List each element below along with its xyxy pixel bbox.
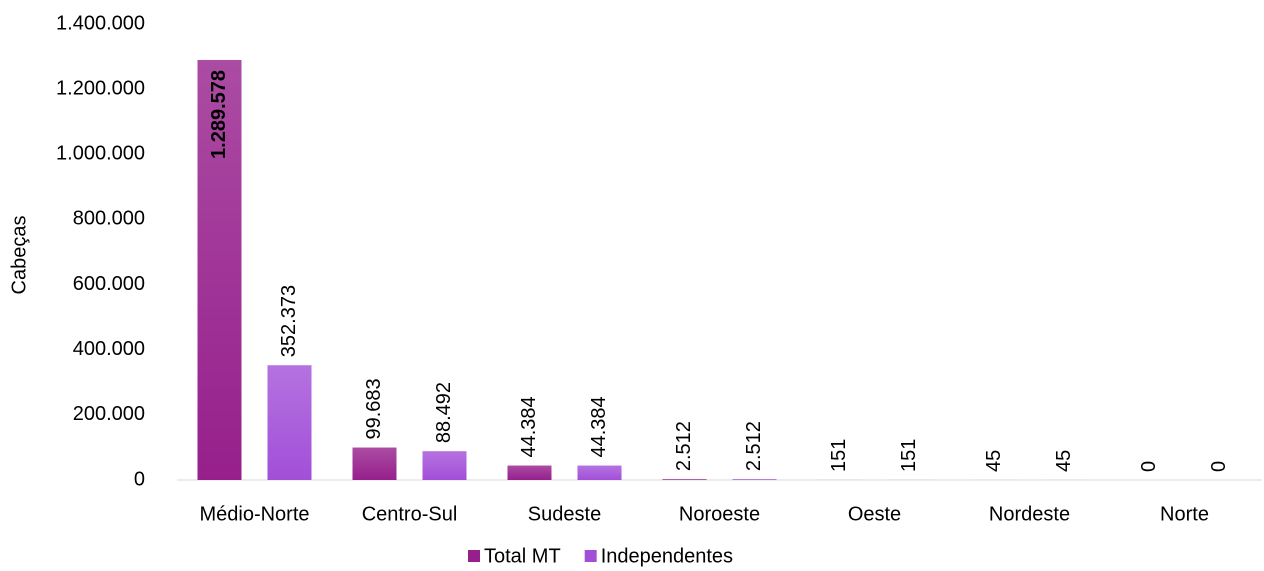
bar bbox=[732, 479, 777, 480]
y-tick-label: 1.000.000 bbox=[56, 143, 145, 165]
bar bbox=[422, 451, 467, 480]
x-tick-label: Noroeste bbox=[679, 503, 760, 525]
legend-label: Independentes bbox=[601, 545, 733, 567]
data-label: 151 bbox=[828, 439, 850, 472]
data-label: 45 bbox=[1053, 450, 1075, 472]
y-tick-label: 200.000 bbox=[73, 403, 145, 425]
data-label: 2.512 bbox=[743, 421, 765, 471]
y-tick-label: 400.000 bbox=[73, 338, 145, 360]
legend-swatch bbox=[584, 550, 597, 562]
data-label: 0 bbox=[1138, 461, 1160, 472]
data-label: 44.384 bbox=[588, 396, 610, 457]
data-label: 99.683 bbox=[363, 378, 385, 439]
x-tick-label: Médio-Norte bbox=[199, 503, 309, 525]
x-tick-label: Norte bbox=[1160, 503, 1209, 525]
bar bbox=[197, 59, 242, 480]
y-tick-label: 0 bbox=[134, 468, 145, 490]
x-tick-label: Centro-Sul bbox=[362, 503, 458, 525]
y-tick-label: 1.400.000 bbox=[56, 12, 145, 34]
bar bbox=[267, 365, 312, 480]
y-tick-label: 1.200.000 bbox=[56, 77, 145, 99]
data-label: 1.289.578 bbox=[208, 70, 230, 159]
data-label: 2.512 bbox=[673, 421, 695, 471]
legend-label: Total MT bbox=[484, 545, 561, 567]
data-label: 45 bbox=[983, 450, 1005, 472]
bar bbox=[507, 465, 552, 480]
bar bbox=[662, 479, 707, 480]
x-tick-label: Sudeste bbox=[528, 503, 601, 525]
data-label: 0 bbox=[1208, 461, 1230, 472]
data-label: 352.373 bbox=[278, 285, 300, 357]
x-tick-label: Oeste bbox=[848, 503, 901, 525]
bar bbox=[352, 447, 397, 480]
data-label: 88.492 bbox=[433, 382, 455, 443]
y-tick-label: 800.000 bbox=[73, 208, 145, 230]
y-tick-label: 600.000 bbox=[73, 273, 145, 295]
x-tick-label: Nordeste bbox=[989, 503, 1070, 525]
y-axis-label: Cabeças bbox=[8, 216, 30, 295]
bar bbox=[577, 465, 622, 480]
data-label: 44.384 bbox=[518, 396, 540, 457]
legend-swatch bbox=[468, 550, 480, 562]
data-label: 151 bbox=[898, 439, 920, 472]
